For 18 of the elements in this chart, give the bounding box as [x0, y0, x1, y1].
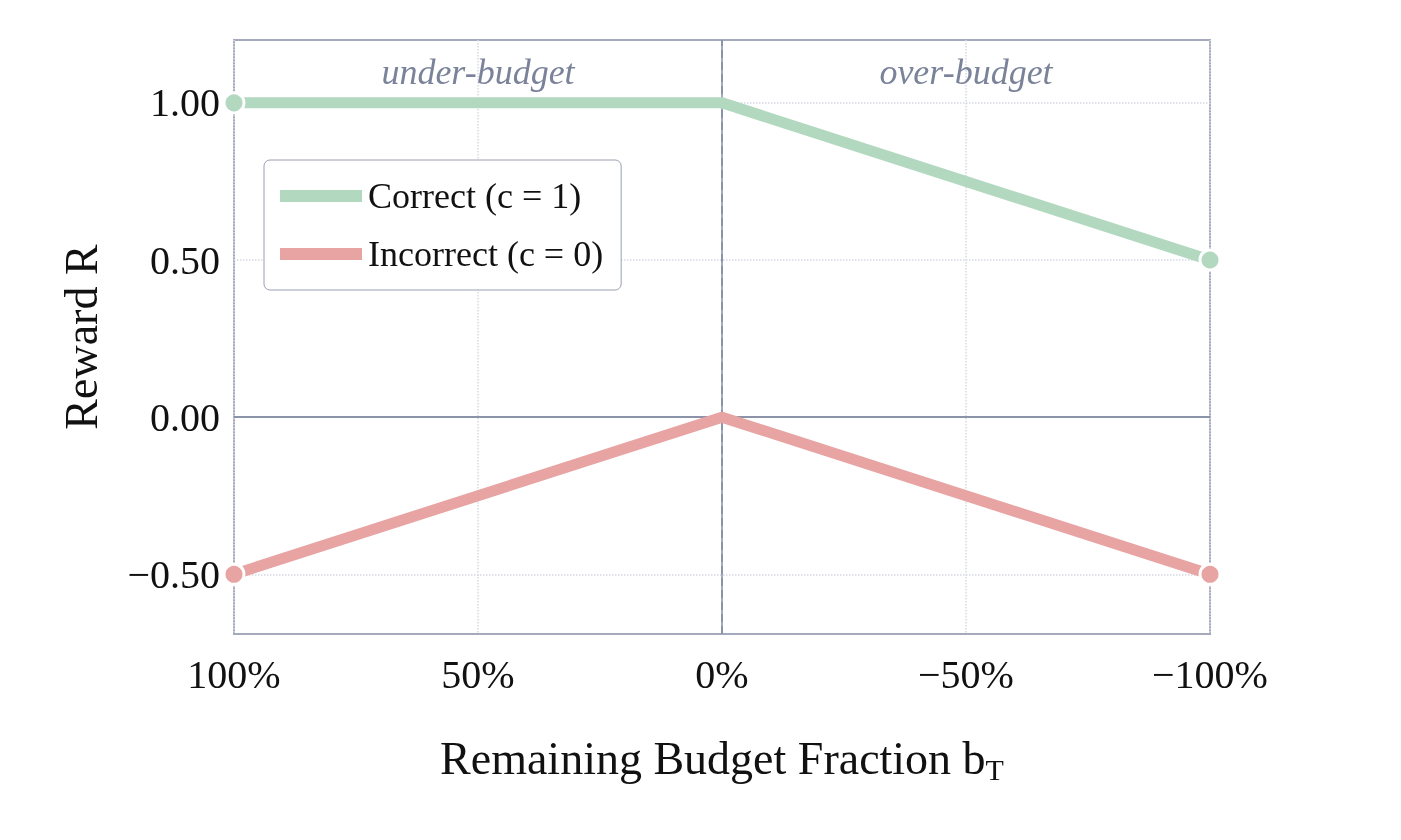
point: [222, 562, 246, 586]
x-tick-label: 50%: [441, 651, 515, 697]
y-tick-label: 0.00: [150, 394, 220, 440]
x-tick-label: −50%: [918, 651, 1014, 697]
legend-label: Incorrect (c = 0): [368, 234, 604, 274]
y-axis-title: Reward R: [55, 244, 107, 430]
y-tick-label: 1.00: [150, 80, 220, 126]
point: [1198, 248, 1222, 272]
x-tick-label: 0%: [695, 651, 749, 697]
annotation: over-budget: [879, 52, 1054, 92]
y-tick-label: −0.50: [127, 551, 220, 597]
y-tick-label: 0.50: [150, 237, 220, 283]
x-tick-label: 100%: [187, 651, 281, 697]
legend-label: Correct (c = 1): [368, 176, 582, 216]
x-tick-label: −100%: [1152, 651, 1268, 697]
point: [222, 91, 246, 115]
point: [1198, 562, 1222, 586]
annotation: under-budget: [381, 52, 576, 92]
